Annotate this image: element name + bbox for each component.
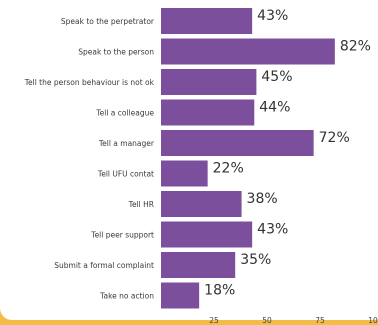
category-label: Speak to the person [78, 48, 154, 57]
x-tick-label: 10 [368, 316, 378, 325]
data-label: 44% [259, 100, 290, 116]
category-label: Take no action [99, 292, 154, 301]
data-label: 43% [257, 222, 288, 238]
bar [161, 38, 335, 65]
data-label: 22% [213, 161, 244, 177]
bar [161, 69, 257, 95]
data-label: 38% [247, 191, 278, 207]
category-label: Tell the person behaviour is not ok [24, 78, 155, 87]
data-label: 43% [257, 8, 288, 24]
bar [161, 99, 255, 126]
bars-group [161, 8, 335, 309]
category-label: Tell HR [128, 200, 154, 209]
x-axis-ticks-group: 25 50 75 10 [209, 316, 378, 325]
category-labels-group: Speak to the perpetrator Speak to the per… [24, 17, 155, 301]
data-label: 45% [261, 69, 292, 85]
category-label: Submit a formal complaint [54, 261, 154, 270]
data-label: 35% [240, 252, 271, 268]
category-label: Tell a manager [98, 139, 155, 148]
bar [161, 160, 208, 187]
bar [161, 221, 253, 248]
x-tick-label: 50 [262, 316, 272, 325]
bar [161, 8, 253, 34]
bar [161, 282, 200, 309]
x-tick-label: 75 [315, 316, 325, 325]
x-tick-label: 25 [209, 316, 219, 325]
category-label: Tell UFU contat [97, 170, 154, 179]
bar [161, 191, 242, 217]
value-labels-group: 43% 82% 45% 44% 72% 22%38% 43% 35% 18% [204, 8, 371, 299]
category-label: Speak to the perpetrator [61, 17, 155, 26]
data-label: 72% [319, 130, 350, 146]
bar [161, 252, 236, 278]
data-label: 18% [204, 283, 235, 299]
bar [161, 130, 314, 156]
category-label: Tell a colleague [95, 109, 154, 118]
category-label: Tell peer support [90, 231, 154, 240]
data-label: 82% [340, 39, 371, 55]
